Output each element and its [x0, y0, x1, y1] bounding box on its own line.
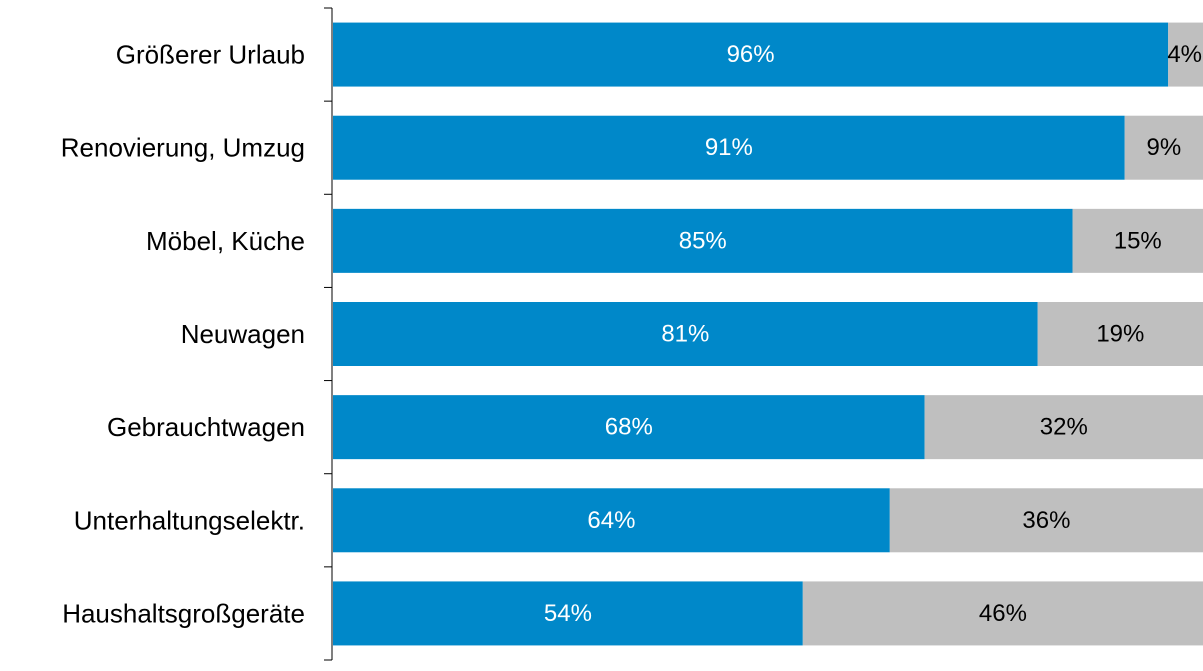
category-label: Möbel, Küche	[146, 226, 305, 256]
bar-segment-remainder	[1124, 115, 1203, 180]
bar-segment-primary	[333, 22, 1169, 87]
category-label: Unterhaltungselektr.	[74, 505, 305, 535]
category-label: Neuwagen	[181, 319, 305, 349]
data-label: 68%	[605, 414, 653, 441]
data-label: 19%	[1096, 321, 1144, 348]
bar-segment-primary	[333, 395, 925, 460]
bar-segment-primary	[333, 115, 1125, 180]
data-label: 64%	[587, 507, 635, 534]
data-label: 54%	[544, 600, 592, 627]
category-label: Gebrauchtwagen	[107, 412, 305, 442]
bar-segment-remainder	[889, 488, 1203, 553]
category-labels-group: Größerer Urlaub Renovierung, Umzug Möbel, …	[61, 40, 305, 629]
data-label: 15%	[1114, 227, 1162, 254]
bar-segment-primary	[333, 302, 1038, 366]
bar-segment-primary	[333, 208, 1073, 273]
bar-series-group	[333, 22, 1203, 646]
bar-segment-primary	[333, 581, 803, 646]
data-label: 91%	[705, 134, 753, 161]
data-label: 36%	[1022, 507, 1070, 534]
data-label: 4%	[1167, 41, 1202, 68]
category-label: Haushaltsgroßgeräte	[62, 598, 305, 628]
bar-segment-remainder	[924, 395, 1203, 460]
bar-segment-remainder	[1168, 22, 1203, 87]
data-label: 81%	[661, 321, 709, 348]
category-axis	[324, 7, 333, 661]
bar-segment-remainder	[1072, 208, 1203, 273]
category-label: Renovierung, Umzug	[61, 133, 305, 163]
category-label: Größerer Urlaub	[116, 40, 305, 70]
data-label: 32%	[1040, 414, 1088, 441]
data-label: 96%	[727, 41, 775, 68]
data-label: 9%	[1147, 134, 1182, 161]
data-labels-group: 96% 4% 91% 9% 85% 15% 81% 19% 68% 32% 64% 36% 54% 46%	[544, 41, 1202, 627]
bar-segment-primary	[333, 488, 890, 553]
data-label: 85%	[679, 227, 727, 254]
bar-segment-remainder	[1037, 302, 1203, 366]
bar-segment-remainder	[802, 581, 1203, 646]
data-label: 46%	[979, 600, 1027, 627]
